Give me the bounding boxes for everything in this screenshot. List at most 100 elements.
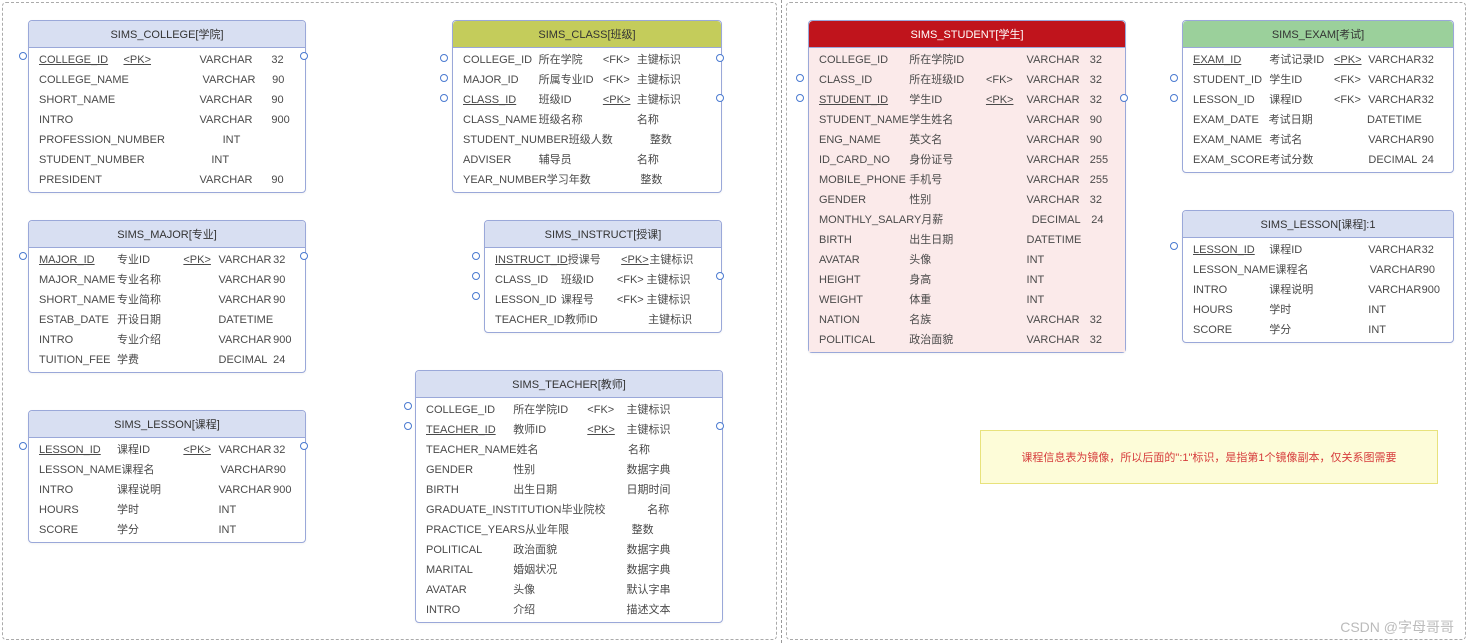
cell bbox=[277, 132, 295, 148]
cell: <FK> bbox=[603, 72, 637, 88]
cell: GENDER bbox=[819, 192, 909, 208]
connector-dot bbox=[796, 74, 804, 82]
cell: 政治面貌 bbox=[513, 542, 587, 558]
cell: VARCHAR bbox=[1368, 132, 1421, 148]
cell bbox=[1337, 262, 1370, 278]
cell: INTRO bbox=[39, 482, 117, 498]
table-row: PRACTICE_YEARS从业年限整数 bbox=[416, 520, 722, 540]
cell: VARCHAR bbox=[203, 72, 273, 88]
cell: 数据字典 bbox=[627, 462, 688, 478]
cell bbox=[693, 252, 711, 268]
cell bbox=[123, 92, 199, 108]
cell bbox=[589, 442, 628, 458]
cell: VARCHAR bbox=[1027, 92, 1090, 108]
table-row: EXAM_SCORE考试分数DECIMAL24 bbox=[1183, 150, 1453, 170]
cell: 身份证号 bbox=[909, 152, 986, 168]
cell bbox=[986, 232, 1027, 248]
cell: BIRTH bbox=[426, 482, 513, 498]
table-header: SIMS_TEACHER[教师] bbox=[416, 371, 722, 398]
table-row: EXAM_NAME考试名VARCHAR90 bbox=[1183, 130, 1453, 150]
table-row: STUDENT_NUMBER班级人数整数 bbox=[453, 130, 721, 150]
cell: 24 bbox=[1091, 212, 1115, 228]
cell: DECIMAL bbox=[219, 352, 274, 368]
table-header: SIMS_CLASS[班级] bbox=[453, 21, 721, 48]
cell: 头像 bbox=[909, 252, 986, 268]
cell bbox=[145, 152, 212, 168]
cell: EXAM_SCORE bbox=[1193, 152, 1269, 168]
cell bbox=[690, 52, 711, 68]
cell: MARITAL bbox=[426, 562, 513, 578]
cell: 90 bbox=[1090, 112, 1115, 128]
cell: 英文名 bbox=[909, 132, 986, 148]
cell bbox=[587, 562, 626, 578]
cell: 90 bbox=[274, 462, 295, 478]
cell: 课程说明 bbox=[1269, 282, 1334, 298]
cell: INTRO bbox=[39, 112, 123, 128]
cell: 学费 bbox=[117, 352, 183, 368]
cell bbox=[123, 112, 199, 128]
cell: EXAM_NAME bbox=[1193, 132, 1269, 148]
table-row: YEAR_NUMBER学习年数整数 bbox=[453, 170, 721, 190]
cell: VARCHAR bbox=[200, 52, 272, 68]
cell bbox=[587, 582, 626, 598]
connector-dot bbox=[300, 442, 308, 450]
table-header: SIMS_EXAM[考试] bbox=[1183, 21, 1453, 48]
note-text: 课程信息表为镜像，所以后面的":1"标识，是指第1个镜像副本，仅关系图需要 bbox=[1021, 452, 1396, 464]
table-exam: SIMS_EXAM[考试]EXAM_ID考试记录ID<PK>VARCHAR32S… bbox=[1182, 20, 1454, 173]
cell bbox=[986, 132, 1027, 148]
table-row: MAJOR_ID所属专业ID<FK>主键标识 bbox=[453, 70, 721, 90]
cell: POLITICAL bbox=[426, 542, 513, 558]
cell: 24 bbox=[1422, 152, 1443, 168]
cell: VARCHAR bbox=[1027, 332, 1090, 348]
cell: 90 bbox=[1423, 262, 1443, 278]
cell: 专业ID bbox=[117, 252, 183, 268]
cell: 默认字串 bbox=[627, 582, 688, 598]
cell: 考试日期 bbox=[1269, 112, 1333, 128]
cell: <PK> bbox=[621, 252, 649, 268]
connector-dot bbox=[19, 442, 27, 450]
cell: MOBILE_PHONE bbox=[819, 172, 909, 188]
cell: TEACHER_NAME bbox=[426, 442, 516, 458]
cell: STUDENT_NUMBER bbox=[463, 132, 569, 148]
cell: VARCHAR bbox=[1027, 72, 1090, 88]
cell: 90 bbox=[271, 92, 295, 108]
cell bbox=[690, 152, 711, 168]
cell: 90 bbox=[271, 172, 295, 188]
table-row: LESSON_ID课程ID<FK>VARCHAR32 bbox=[1183, 90, 1453, 110]
table-teacher: SIMS_TEACHER[教师]COLLEGE_ID所在学院ID<FK>主键标识… bbox=[415, 370, 723, 623]
table-row: STUDENT_ID学生ID<PK>VARCHAR32 bbox=[809, 90, 1125, 110]
table-row: INTRO课程说明VARCHAR900 bbox=[1183, 280, 1453, 300]
watermark: CSDN @字母哥哥 bbox=[1340, 617, 1454, 637]
cell: VARCHAR bbox=[1027, 172, 1090, 188]
cell bbox=[1334, 282, 1368, 298]
cell: DATETIME bbox=[1367, 112, 1422, 128]
cell: 考试分数 bbox=[1269, 152, 1334, 168]
table-body: INSTRUCT_ID授课号<PK>主键标识CLASS_ID班级ID<FK>主键… bbox=[485, 248, 721, 332]
cell bbox=[986, 172, 1027, 188]
cell bbox=[694, 132, 711, 148]
cell: GENDER bbox=[426, 462, 513, 478]
table-row: LESSON_ID课程IDVARCHAR32 bbox=[1183, 240, 1453, 260]
cell bbox=[688, 582, 712, 598]
cell: 32 bbox=[1090, 72, 1115, 88]
cell bbox=[1334, 302, 1368, 318]
connector-dot bbox=[472, 272, 480, 280]
cell: 学生ID bbox=[1269, 72, 1334, 88]
cell: 32 bbox=[1090, 332, 1115, 348]
cell bbox=[1422, 322, 1443, 338]
cell bbox=[693, 312, 711, 328]
cell: 出生日期 bbox=[909, 232, 986, 248]
cell: 班级名称 bbox=[539, 112, 603, 128]
cell: 名族 bbox=[909, 312, 986, 328]
cell bbox=[1090, 272, 1115, 288]
cell: VARCHAR bbox=[219, 482, 274, 498]
cell bbox=[1333, 112, 1367, 128]
cell: VARCHAR bbox=[1027, 132, 1090, 148]
cell: INT bbox=[219, 522, 274, 538]
cell bbox=[587, 602, 626, 618]
cell: 32 bbox=[1422, 242, 1443, 258]
cell bbox=[183, 332, 218, 348]
cell: VARCHAR bbox=[219, 332, 274, 348]
cell: CLASS_ID bbox=[463, 92, 539, 108]
table-row: SCORE学分INT bbox=[29, 520, 305, 540]
